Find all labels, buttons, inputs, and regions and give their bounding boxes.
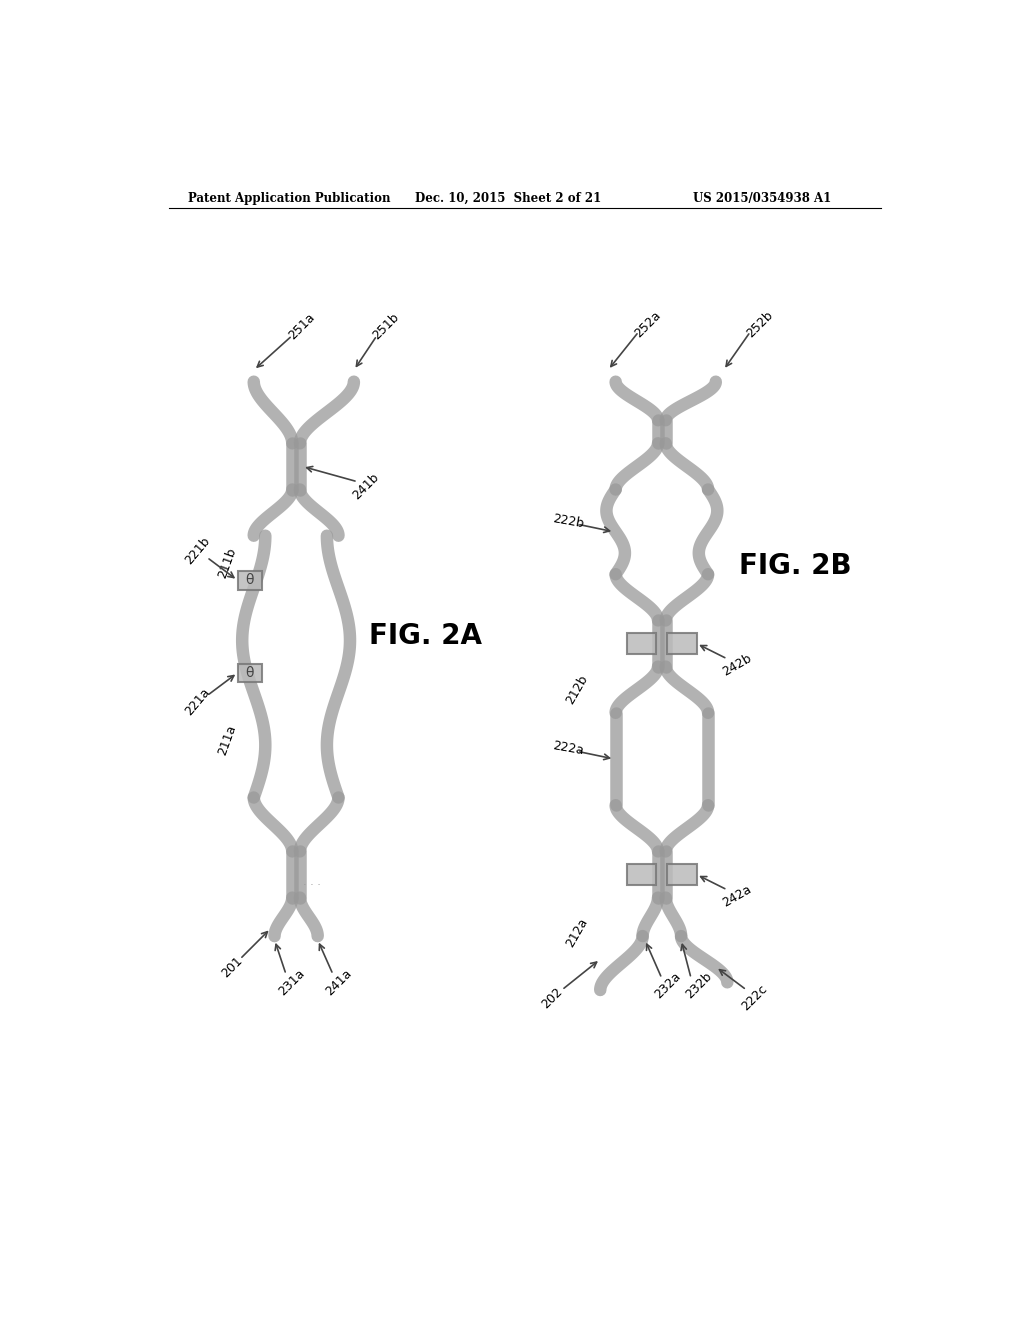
Text: Dec. 10, 2015  Sheet 2 of 21: Dec. 10, 2015 Sheet 2 of 21 xyxy=(416,191,602,205)
Text: 212b: 212b xyxy=(563,673,591,706)
Text: 232a: 232a xyxy=(652,970,684,1001)
Text: 222b: 222b xyxy=(551,512,585,531)
Bar xyxy=(668,632,696,655)
Text: 252b: 252b xyxy=(743,309,775,341)
Text: US 2015/0354938 A1: US 2015/0354938 A1 xyxy=(692,191,830,205)
Bar xyxy=(628,863,656,886)
Text: 222c: 222c xyxy=(739,982,770,1014)
Text: 251b: 251b xyxy=(371,310,402,342)
Bar xyxy=(238,664,262,682)
Text: 202: 202 xyxy=(540,985,565,1011)
Text: 241b: 241b xyxy=(349,471,381,502)
Text: θ: θ xyxy=(246,573,254,587)
Text: 251a: 251a xyxy=(286,310,317,342)
Text: 212a: 212a xyxy=(563,915,591,949)
Text: 222a: 222a xyxy=(551,739,585,758)
Text: θ: θ xyxy=(246,665,254,680)
Text: FIG. 2A: FIG. 2A xyxy=(370,622,482,649)
Text: 242a: 242a xyxy=(720,883,754,909)
Text: . . .: . . . xyxy=(302,878,321,887)
Text: 211a: 211a xyxy=(215,723,239,756)
Text: 232b: 232b xyxy=(683,970,715,1001)
Text: 221b: 221b xyxy=(182,535,213,568)
Bar xyxy=(668,863,696,886)
Text: 201: 201 xyxy=(219,954,245,979)
Bar xyxy=(628,632,656,655)
Text: 211b: 211b xyxy=(215,545,239,579)
Text: 221a: 221a xyxy=(182,686,213,718)
Text: 252a: 252a xyxy=(632,309,664,341)
Bar xyxy=(238,572,262,590)
Text: FIG. 2B: FIG. 2B xyxy=(739,553,852,581)
Text: 242b: 242b xyxy=(720,652,754,678)
Text: Patent Application Publication: Patent Application Publication xyxy=(188,191,391,205)
Text: 231a: 231a xyxy=(275,966,307,998)
Text: 241a: 241a xyxy=(324,966,355,998)
